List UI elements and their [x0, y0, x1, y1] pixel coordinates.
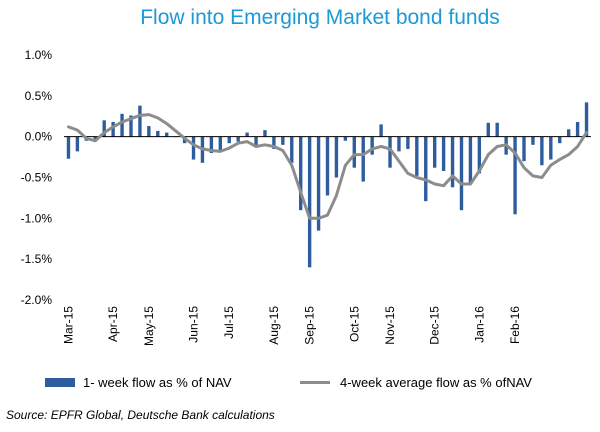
bar — [334, 136, 339, 178]
x-tick-label: Jun-15 — [187, 306, 201, 343]
x-tick-label: Jul-15 — [222, 306, 236, 339]
bar — [343, 136, 348, 141]
bar — [156, 130, 160, 137]
bar — [245, 132, 249, 137]
bar — [209, 136, 214, 153]
x-tick-label: Aug-15 — [267, 306, 281, 345]
bar — [111, 121, 115, 137]
bar — [361, 136, 365, 182]
bar — [584, 102, 589, 137]
bar — [540, 136, 544, 166]
bar — [272, 136, 276, 149]
legend-swatch-line — [300, 381, 330, 384]
legend-item-bars: 1- week flow as % of NAV — [45, 375, 232, 390]
chart-title: Flow into Emerging Market bond funds — [140, 6, 500, 29]
bar — [522, 136, 526, 162]
bar — [558, 136, 562, 144]
y-tick-label: 0.0% — [25, 130, 53, 144]
bar — [129, 115, 133, 137]
bar — [450, 136, 455, 188]
y-tick-label: -0.5% — [21, 171, 53, 185]
x-tick-label: Sep-15 — [303, 306, 317, 345]
bar — [379, 124, 383, 137]
legend-swatch-bars — [45, 378, 75, 387]
legend-label-line: 4-week average flow as % ofNAV — [340, 375, 532, 390]
bar — [227, 136, 231, 144]
bar — [388, 136, 392, 168]
x-tick-label: May-15 — [142, 306, 156, 346]
x-tick-label: Nov-15 — [383, 306, 397, 345]
bar — [549, 136, 553, 160]
average-line — [67, 113, 588, 220]
bar — [424, 136, 428, 202]
legend-item-line: 4-week average flow as % ofNAV — [300, 375, 532, 390]
bar — [575, 121, 580, 137]
bar — [93, 136, 97, 140]
chart-plot: 1.0% 0.5% 0.0% -0.5% -1.0% -1.5% -2.0% Mar-15 Ap… — [21, 48, 591, 346]
bar — [513, 136, 517, 215]
bar — [236, 136, 240, 142]
bar — [441, 136, 446, 171]
bar — [299, 136, 303, 211]
bar — [477, 136, 482, 174]
bar — [165, 132, 169, 137]
bar — [281, 136, 285, 145]
bar — [486, 122, 490, 137]
bar — [147, 126, 151, 137]
x-tick-label: Mar-15 — [61, 306, 75, 344]
bar — [531, 136, 535, 145]
bar — [66, 136, 71, 159]
y-tick-label: -2.0% — [21, 293, 53, 307]
bar — [120, 113, 124, 137]
y-tick-label: 0.5% — [25, 89, 53, 103]
bar — [459, 136, 464, 211]
bar — [254, 136, 258, 147]
bar — [352, 136, 356, 168]
y-tick-label: 1.0% — [25, 48, 53, 62]
x-tick-label: Jan-16 — [472, 306, 486, 343]
y-tick-label: -1.0% — [21, 211, 53, 225]
x-tick-label: Dec-15 — [428, 306, 442, 345]
bar — [406, 136, 410, 149]
bar — [397, 136, 401, 152]
x-tick-label: Oct-15 — [347, 306, 361, 342]
y-tick-label: -1.5% — [21, 252, 53, 266]
source-note: Source: EPFR Global, Deutsche Bank calcu… — [6, 408, 275, 422]
bar — [218, 136, 223, 152]
bar — [316, 136, 321, 231]
bar — [191, 136, 196, 160]
bar — [468, 136, 473, 185]
bar — [75, 136, 80, 152]
bar — [415, 136, 419, 176]
bar — [263, 130, 267, 137]
bar — [566, 129, 571, 137]
bar — [370, 136, 374, 155]
bar — [138, 105, 142, 137]
bar — [307, 136, 312, 268]
legend-label-bars: 1- week flow as % of NAV — [83, 375, 232, 390]
bar — [325, 136, 330, 196]
x-tick-label: Apr-15 — [106, 306, 120, 342]
bar — [290, 136, 294, 163]
bar — [495, 122, 499, 137]
bar — [102, 120, 106, 137]
bar — [432, 136, 437, 168]
x-tick-label: Feb-16 — [508, 306, 522, 344]
